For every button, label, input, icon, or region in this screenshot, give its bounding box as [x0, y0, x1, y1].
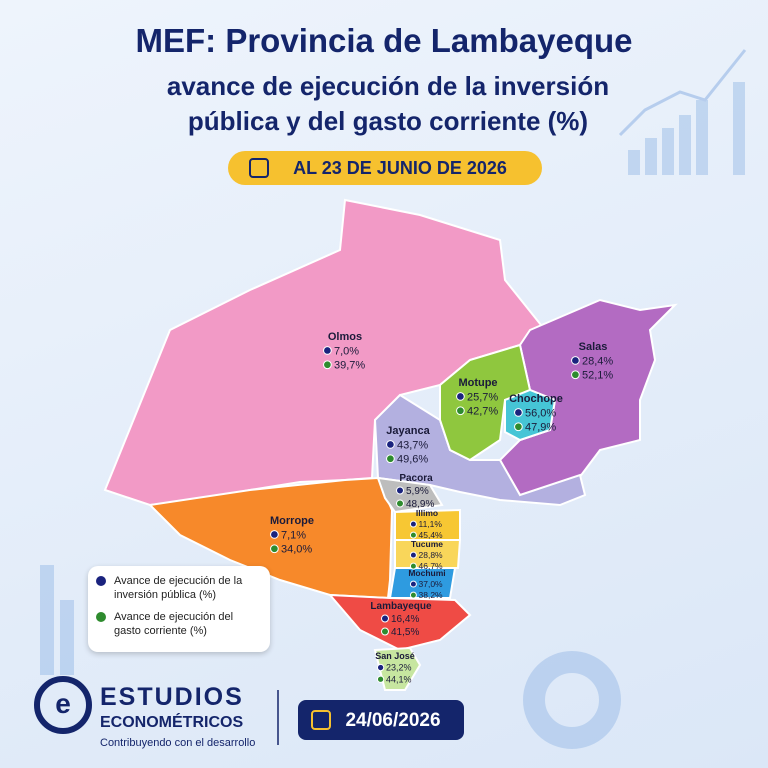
district-value: 7,1% — [281, 529, 306, 541]
district-name: Jayanca — [386, 425, 430, 437]
district-value: 56,0% — [525, 407, 556, 419]
title: MEF: Provincia de Lambayeque — [136, 22, 633, 59]
district-name: Salas — [579, 341, 608, 353]
district-value: 41,5% — [391, 627, 419, 638]
logo — [34, 676, 92, 734]
pacora-region — [376, 476, 444, 514]
logo-mark: e — [55, 688, 71, 719]
legend-label: Avance de ejecución del gasto corriente … — [114, 611, 234, 637]
motupe-region — [439, 343, 532, 462]
district-value: 49,6% — [397, 454, 428, 466]
tucume-region — [394, 539, 462, 569]
value-dot — [270, 530, 279, 539]
san-jose-region — [373, 646, 422, 691]
value-dot — [386, 440, 395, 449]
district-name: Chochope — [509, 393, 563, 405]
footer-date: 24/06/2026 — [345, 710, 440, 731]
district-value: 44,1% — [386, 674, 412, 684]
value-dot — [409, 531, 417, 539]
district-name: Tucume — [411, 539, 443, 549]
value-dot — [386, 454, 395, 464]
district-name: Pacora — [399, 473, 433, 484]
district-name: Lambayeque — [370, 601, 432, 612]
district-value: 46,7% — [419, 561, 444, 571]
district-value: 39,7% — [334, 360, 365, 372]
district-value: 48,9% — [406, 499, 434, 510]
value-dot — [514, 408, 523, 417]
district-value: 7,0% — [334, 345, 359, 357]
value-dot — [323, 360, 332, 370]
legend: Avance de ejecución de la inversión públ… — [88, 566, 270, 652]
legend-dot — [96, 576, 106, 586]
date-badge-text: AL 23 DE JUNIO DE 2026 — [293, 158, 507, 178]
district-name: Olmos — [328, 331, 362, 343]
district-value: 28,4% — [582, 355, 613, 367]
value-dot — [409, 591, 417, 599]
value-dot — [571, 370, 580, 380]
value-dot — [376, 675, 385, 683]
value-dot — [409, 580, 417, 588]
value-dot — [409, 562, 417, 570]
district-value: 42,7% — [467, 406, 498, 418]
district-name: Mochumi — [408, 568, 445, 578]
calendar-icon — [311, 710, 331, 730]
district-name: Illimo — [416, 508, 438, 518]
footer-date-box — [298, 700, 464, 740]
district-value: 37,0% — [419, 579, 444, 589]
district-value: 45,4% — [419, 530, 444, 540]
legend-item: Avance de ejecución de la inversión públ… — [96, 574, 262, 602]
value-dot — [456, 406, 465, 416]
district-value: 34,0% — [281, 544, 312, 556]
morrope-region — [147, 476, 394, 600]
district-name: Motupe — [458, 377, 497, 389]
district-value: 52,1% — [582, 370, 613, 382]
district-value: 16,4% — [391, 614, 419, 625]
calendar-icon — [249, 158, 269, 178]
district-labels: Olmos 7,0% 39,7% Salas 28,4% 52,1% Motupe 25,7%… — [270, 331, 613, 684]
district-value: 5,9% — [406, 486, 429, 497]
decor-bars — [40, 49, 747, 749]
brand: ECONOMÉTRICOS — [100, 712, 243, 731]
brand: ESTUDIOS — [100, 683, 244, 711]
legend-dot — [96, 612, 106, 622]
value-dot — [381, 627, 389, 636]
tagline: Contribuyendo con el desarrollo — [100, 737, 255, 749]
legend-item: Avance de ejecución del gasto corriente … — [96, 610, 262, 638]
value-dot — [270, 544, 279, 554]
district-value: 38,2% — [419, 590, 444, 600]
district-value: 25,7% — [467, 391, 498, 403]
value-dot — [456, 392, 465, 401]
subtitle: pública y del gasto corriente (%) — [188, 106, 588, 136]
value-dot — [514, 422, 523, 432]
district-value: 23,2% — [386, 663, 412, 673]
value-dot — [376, 663, 385, 672]
district-value: 47,9% — [525, 422, 556, 434]
value-dot — [571, 356, 580, 365]
value-dot — [409, 520, 417, 528]
district-value: 43,7% — [397, 439, 428, 451]
district-name: Morrope — [270, 515, 314, 527]
lambayeque-region — [327, 593, 472, 652]
value-dot — [409, 551, 417, 559]
legend-label: Avance de ejecución de la inversión públ… — [114, 575, 243, 601]
district-value: 11,1% — [419, 519, 443, 529]
subtitle: avance de ejecución de la inversión — [167, 71, 609, 101]
mochumi-region — [388, 567, 457, 599]
district-name: San José — [375, 651, 415, 661]
date-badge — [228, 151, 542, 185]
district-value: 28,8% — [419, 550, 444, 560]
value-dot — [323, 346, 332, 355]
value-dot — [381, 614, 389, 623]
value-dot — [396, 486, 404, 495]
value-dot — [396, 499, 404, 508]
